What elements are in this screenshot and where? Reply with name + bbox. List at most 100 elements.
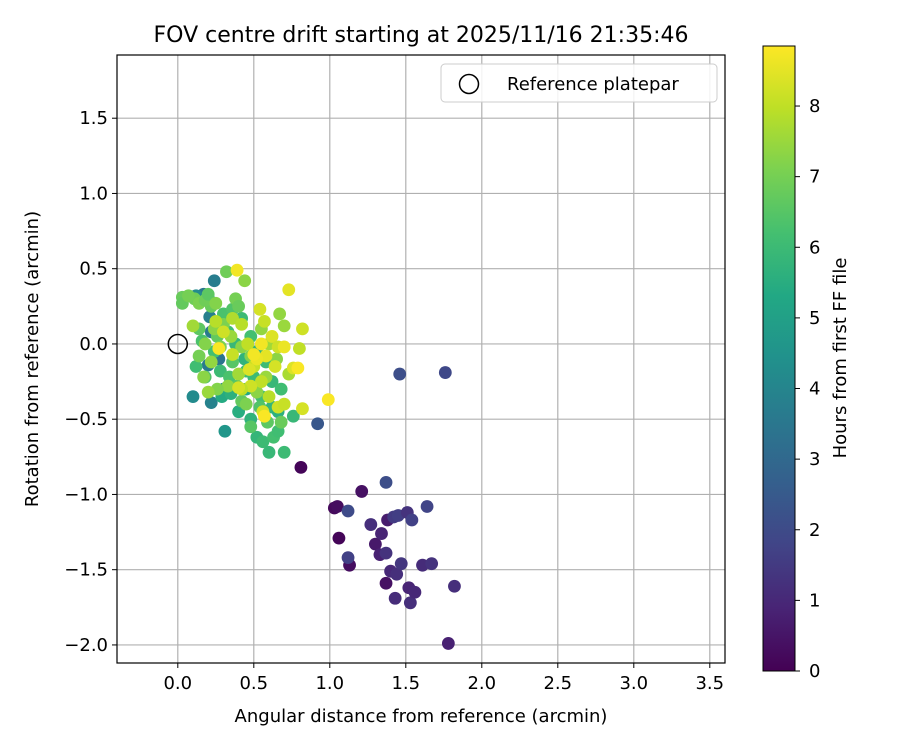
scatter-point bbox=[192, 349, 206, 363]
scatter-point bbox=[204, 355, 218, 369]
scatter-point bbox=[239, 397, 253, 411]
scatter-point bbox=[438, 366, 452, 379]
scatter-point bbox=[255, 337, 268, 351]
y-tick-label: −2.0 bbox=[64, 635, 108, 656]
y-tick-label: 1.5 bbox=[79, 108, 108, 129]
scatter-point bbox=[274, 415, 288, 429]
y-axis-label: Rotation from reference (arcmin) bbox=[22, 211, 43, 507]
scatter-point bbox=[218, 424, 232, 438]
scatter-point bbox=[273, 307, 287, 321]
scatter-point bbox=[321, 393, 335, 407]
scatter-point bbox=[364, 518, 378, 531]
scatter-point bbox=[255, 375, 268, 388]
x-tick-label: 0.5 bbox=[239, 673, 268, 694]
scatter-point bbox=[265, 330, 279, 343]
colorbar-tick-label: 2 bbox=[809, 520, 820, 541]
y-tick-label: 1.0 bbox=[79, 183, 108, 204]
colorbar-tick-label: 8 bbox=[809, 96, 820, 117]
chart-title: FOV centre drift starting at 2025/11/16 … bbox=[154, 23, 689, 48]
scatter-point bbox=[241, 337, 255, 351]
y-tick-label: −1.5 bbox=[64, 560, 108, 581]
scatter-point bbox=[253, 302, 267, 316]
scatter-point bbox=[375, 527, 388, 540]
scatter-point bbox=[420, 500, 434, 513]
scatter-point bbox=[408, 585, 422, 599]
scatter-point bbox=[207, 274, 221, 288]
scatter-point bbox=[296, 402, 309, 416]
x-tick-label: 2.5 bbox=[543, 673, 572, 694]
scatter-point bbox=[369, 537, 382, 551]
scatter-point bbox=[441, 637, 455, 650]
x-tick-label: 2.0 bbox=[467, 673, 496, 694]
scatter-point bbox=[379, 576, 393, 590]
scatter-point bbox=[425, 557, 439, 571]
scatter-point bbox=[268, 360, 282, 373]
colorbar-tick-label: 6 bbox=[809, 237, 820, 258]
y-tick-label: −1.0 bbox=[64, 484, 108, 505]
scatter-point bbox=[355, 485, 369, 498]
scatter-point bbox=[212, 342, 226, 355]
scatter-point bbox=[293, 342, 306, 355]
y-axis: −2.0 −1.5 −1.0 −0.5 0.0 0.5 1.0 1.5 bbox=[64, 108, 117, 656]
scatter-point bbox=[238, 274, 252, 288]
colorbar-tick-label: 4 bbox=[809, 379, 820, 400]
plot-frame bbox=[116, 54, 726, 664]
scatter-point bbox=[186, 390, 200, 404]
colorbar-tick-label: 0 bbox=[809, 661, 820, 682]
scatter-point bbox=[379, 546, 393, 560]
scatter-point bbox=[220, 265, 233, 279]
reference-platepar-marker bbox=[167, 333, 189, 355]
scatter-point bbox=[262, 445, 276, 459]
scatter-point bbox=[230, 263, 244, 277]
colorbar-tick-label: 7 bbox=[809, 167, 820, 188]
scatter-point bbox=[213, 364, 227, 378]
scatter-point bbox=[182, 289, 195, 303]
scatter-point bbox=[274, 382, 288, 396]
scatter-point bbox=[341, 551, 355, 565]
colorbar-label: Hours from first FF file bbox=[830, 258, 851, 459]
scatter-point bbox=[296, 322, 309, 336]
y-tick-label: 0.0 bbox=[79, 334, 108, 355]
colorbar-ticks: 0 1 2 3 4 5 6 7 8 bbox=[795, 96, 820, 682]
scatter-point bbox=[209, 314, 223, 328]
x-tick-label: 0.0 bbox=[163, 673, 192, 694]
scatter-point bbox=[393, 367, 407, 381]
x-tick-label: 3.0 bbox=[619, 673, 648, 694]
scatter-point bbox=[390, 567, 404, 581]
scatter-point bbox=[448, 579, 461, 593]
scatter-point bbox=[256, 435, 270, 449]
colorbar-gradient bbox=[762, 45, 796, 672]
scatter-point bbox=[232, 299, 246, 313]
scatter-point bbox=[332, 531, 346, 545]
scatter-point bbox=[394, 557, 408, 571]
colorbar-tick-label: 3 bbox=[809, 449, 820, 470]
scatter-point bbox=[311, 417, 325, 431]
scatter-point bbox=[201, 385, 215, 399]
scatter-point bbox=[403, 596, 417, 610]
x-tick-label: 3.5 bbox=[695, 673, 724, 694]
y-tick-label: 0.5 bbox=[79, 259, 108, 280]
scatter-point bbox=[262, 390, 276, 404]
scatter-point bbox=[204, 396, 218, 410]
scatter-point bbox=[232, 381, 246, 394]
scatter-point bbox=[235, 317, 249, 331]
scatter-point bbox=[189, 360, 203, 373]
x-axis-label: Angular distance from reference (arcmin) bbox=[235, 706, 608, 727]
grid-lines bbox=[117, 55, 725, 663]
scatter-point bbox=[244, 420, 258, 434]
scatter-point bbox=[331, 500, 344, 513]
legend-label-reference: Reference platepar bbox=[507, 74, 679, 95]
scatter-point bbox=[232, 367, 246, 381]
scatter-point bbox=[258, 314, 271, 328]
scatter-point bbox=[247, 348, 261, 361]
scatter-points bbox=[167, 263, 461, 650]
x-tick-label: 1.5 bbox=[391, 673, 420, 694]
y-tick-label: −0.5 bbox=[64, 409, 108, 430]
scatter-point bbox=[277, 397, 291, 411]
scatter-point bbox=[221, 379, 235, 393]
scatter-point bbox=[405, 513, 419, 527]
scatter-point bbox=[217, 325, 230, 339]
scatter-point bbox=[277, 340, 291, 354]
legend: Reference platepar bbox=[440, 63, 718, 103]
